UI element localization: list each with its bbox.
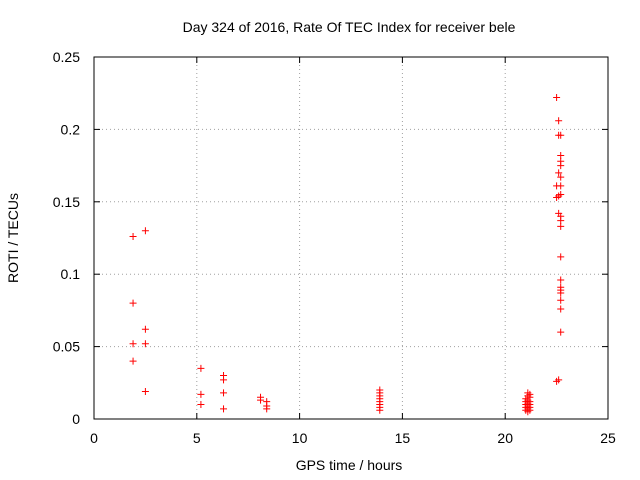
- data-point: [557, 289, 565, 297]
- data-point: [197, 364, 205, 372]
- data-point: [257, 396, 265, 404]
- x-axis-label: GPS time / hours: [296, 457, 403, 473]
- data-point: [129, 233, 137, 241]
- data-point: [141, 227, 149, 235]
- axis-ticks: 0 5 10 15 20 25 0 0.05 0.1 0.15 0.2 0.25: [53, 49, 616, 446]
- data-point: [141, 340, 149, 348]
- data-point: [557, 191, 565, 199]
- data-point: [557, 131, 565, 139]
- x-tick-label: 25: [600, 430, 616, 446]
- x-tick-label: 20: [497, 430, 513, 446]
- data-point: [555, 117, 563, 125]
- data-point: [220, 405, 228, 413]
- x-tick-label: 0: [90, 430, 98, 446]
- y-tick-label: 0.15: [53, 194, 80, 210]
- y-tick-label: 0: [72, 411, 80, 427]
- y-axis-label: ROTI / TECUs: [5, 193, 21, 283]
- plot-frame: [93, 56, 609, 420]
- data-point: [557, 173, 565, 181]
- data-point: [197, 401, 205, 409]
- data-point: [526, 406, 534, 414]
- y-tick-label: 0.05: [53, 339, 80, 355]
- data-point: [557, 305, 565, 313]
- data-point: [129, 340, 137, 348]
- y-tick-label: 0.1: [61, 266, 81, 282]
- data-point: [557, 222, 565, 230]
- data-point: [197, 390, 205, 398]
- data-point: [220, 389, 228, 397]
- data-point: [141, 387, 149, 395]
- data-point: [129, 357, 137, 365]
- grid: [94, 57, 608, 419]
- data-point: [129, 299, 137, 307]
- x-tick-label: 10: [292, 430, 308, 446]
- data-point: [376, 406, 384, 414]
- data-points: [129, 94, 565, 416]
- data-point: [555, 376, 563, 384]
- chart-title: Day 324 of 2016, Rate Of TEC Index for r…: [183, 19, 516, 35]
- y-tick-label: 0.2: [61, 121, 81, 137]
- x-tick-label: 5: [193, 430, 201, 446]
- data-point: [555, 169, 563, 177]
- data-point: [263, 405, 271, 413]
- data-point: [220, 376, 228, 384]
- data-point: [557, 328, 565, 336]
- y-tick-label: 0.25: [53, 49, 80, 65]
- data-point: [557, 296, 565, 304]
- data-point: [141, 325, 149, 333]
- x-tick-label: 15: [395, 430, 411, 446]
- data-point: [553, 94, 561, 102]
- data-point: [557, 276, 565, 284]
- data-point: [557, 162, 565, 170]
- data-point: [557, 182, 565, 190]
- data-point: [557, 253, 565, 261]
